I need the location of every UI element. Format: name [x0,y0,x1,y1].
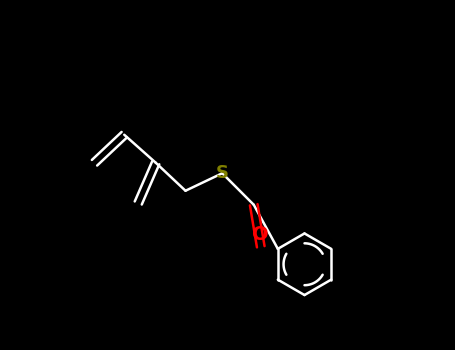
Text: O: O [253,225,269,244]
Text: S: S [216,164,229,182]
